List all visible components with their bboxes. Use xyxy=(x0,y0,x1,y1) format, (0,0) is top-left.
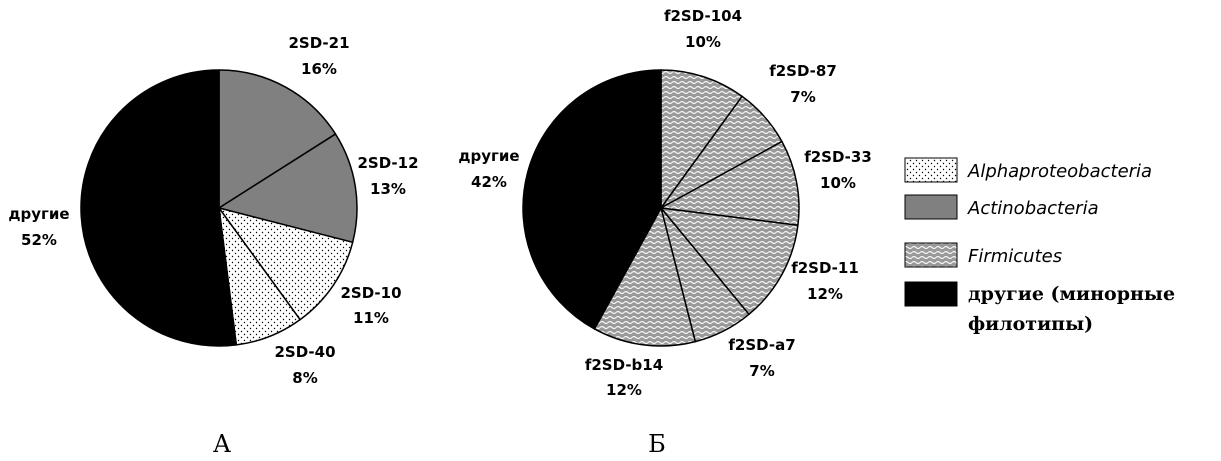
slice-value-f2sd-a7: 7% xyxy=(749,362,774,380)
slice-value-f2sd-11: 12% xyxy=(807,285,843,303)
legend-label-other-line2: филотипы) xyxy=(968,313,1093,335)
slice-label-other-a: другие xyxy=(8,205,69,223)
slice-value-f2sd-87: 7% xyxy=(790,88,815,106)
legend-label-firmicutes: Firmicutes xyxy=(968,246,1062,267)
legend-label-other-line1: другие (минорные xyxy=(968,283,1175,305)
legend-label-alphaproteobacteria: Alphaproteobacteria xyxy=(967,161,1152,182)
slice-label-f2sd-a7: f2SD-a7 xyxy=(728,336,795,354)
pie-chart-a xyxy=(80,69,358,347)
slice-label-f2sd-33: f2SD-33 xyxy=(804,148,872,166)
slice-label-2sd-10: 2SD-10 xyxy=(340,284,401,302)
pie-a-slice-2sd-21 xyxy=(218,69,337,209)
slice-label-f2sd-87: f2SD-87 xyxy=(769,62,837,80)
slice-value-f2sd-b14: 12% xyxy=(606,381,642,399)
pie-a-slice-2sd-10 xyxy=(218,207,354,321)
panel-label-a: А xyxy=(213,430,231,458)
slice-label-f2sd-104: f2SD-104 xyxy=(664,7,742,25)
legend-label-actinobacteria: Actinobacteria xyxy=(967,198,1099,219)
slice-label-f2sd-b14: f2SD-b14 xyxy=(585,356,663,374)
slice-value-2sd-21: 16% xyxy=(301,60,337,78)
slice-value-2sd-10: 11% xyxy=(353,309,389,327)
pie-a-labels: 2SD-21 16% 2SD-12 13% 2SD-10 11% 2SD-40 … xyxy=(8,34,418,387)
pie-b-slice-other xyxy=(522,69,662,330)
pie-b-slice-f2sd-104 xyxy=(660,69,743,209)
pie-b-slice-f2sd-11 xyxy=(660,207,799,316)
slice-label-other-b: другие xyxy=(458,147,519,165)
slice-label-2sd-12: 2SD-12 xyxy=(357,154,418,172)
pie-chart-b xyxy=(522,69,800,347)
legend-swatch-actinobacteria xyxy=(904,194,958,220)
pie-a-slice-other xyxy=(80,69,238,347)
legend-swatch-firmicutes xyxy=(904,242,958,268)
slice-label-2sd-40: 2SD-40 xyxy=(274,343,335,361)
panel-label-b: Б xyxy=(648,430,666,458)
pie-b-slice-f2sd-b14 xyxy=(593,207,697,347)
pie-b-slice-f2sd-33 xyxy=(660,140,800,227)
slice-value-other-a: 52% xyxy=(21,231,57,249)
legend: Alphaproteobacteria Actinobacteria Firmi… xyxy=(904,157,1175,335)
slice-label-f2sd-11: f2SD-11 xyxy=(791,259,859,277)
legend-swatch-alphaproteobacteria xyxy=(904,157,958,183)
slice-value-f2sd-104: 10% xyxy=(685,33,721,51)
pie-b-labels: f2SD-104 10% f2SD-87 7% f2SD-33 10% f2SD… xyxy=(458,7,871,399)
slice-label-2sd-21: 2SD-21 xyxy=(288,34,349,52)
slice-value-f2sd-33: 10% xyxy=(820,174,856,192)
slice-value-other-b: 42% xyxy=(471,173,507,191)
legend-swatch-other xyxy=(904,281,958,307)
slice-value-2sd-12: 13% xyxy=(370,180,406,198)
slice-value-2sd-40: 8% xyxy=(292,369,317,387)
pie-a-slice-2sd-12 xyxy=(218,133,358,244)
